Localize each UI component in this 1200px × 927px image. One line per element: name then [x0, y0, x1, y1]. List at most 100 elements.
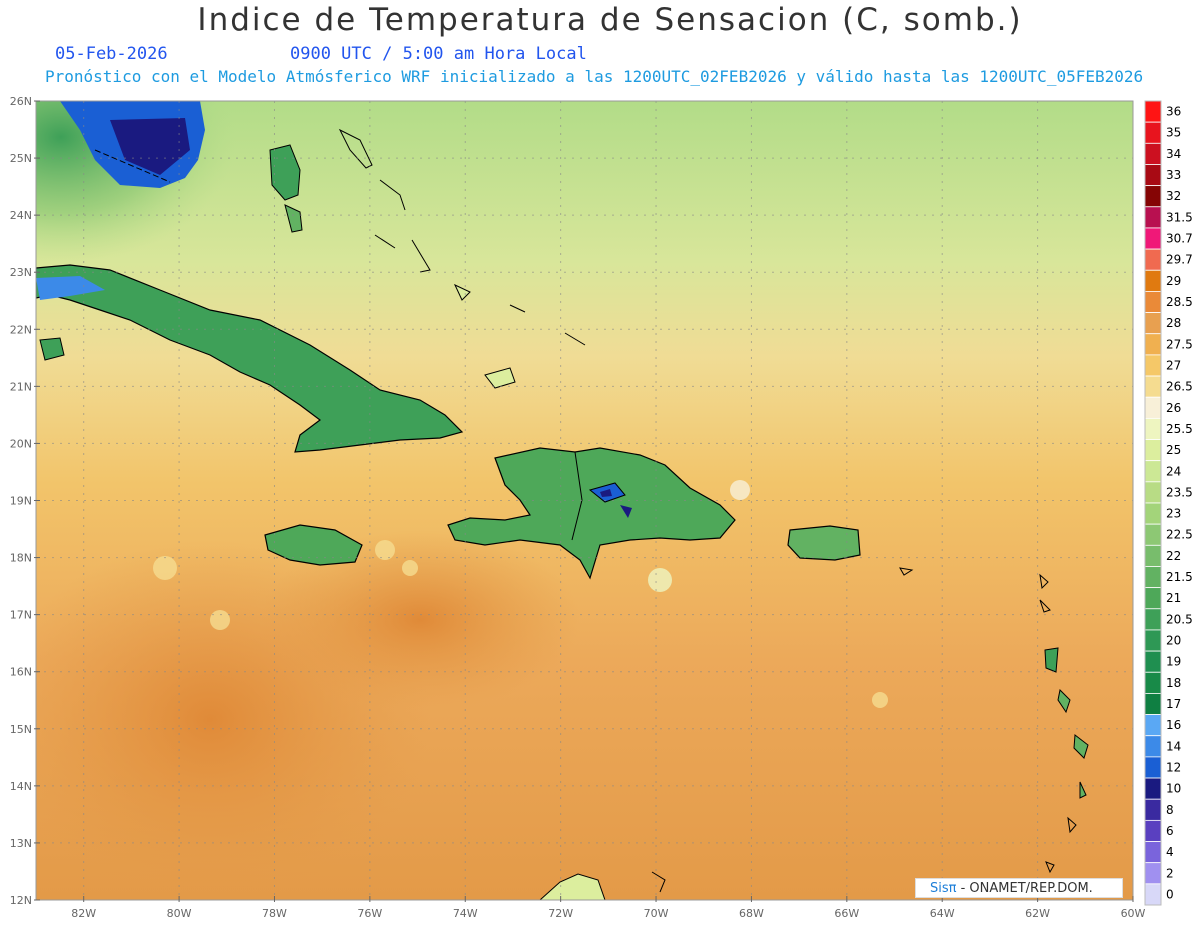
- colorbar-label: 17: [1166, 697, 1181, 711]
- colorbar-swatch: [1144, 269, 1162, 292]
- lat-label: 12N: [10, 894, 32, 907]
- colorbar-swatch: [1144, 248, 1162, 271]
- colorbar-swatch: [1144, 396, 1162, 419]
- colorbar-label: 35: [1166, 126, 1181, 140]
- lat-label: 18N: [10, 552, 32, 565]
- colorbar-swatch: [1144, 375, 1162, 398]
- colorbar-swatch: [1144, 566, 1162, 589]
- colorbar-swatch: [1144, 862, 1162, 885]
- jamaica-land: [264, 524, 363, 566]
- hispaniola-land: [447, 447, 736, 580]
- south-america-coast: [539, 873, 606, 900]
- latitude-labels: 12N 13N 14N 15N 16N 17N 18N 19N 20N 21N 22N 23N 24N 2…: [10, 95, 40, 907]
- page-title: Indice de Temperatura de Sensacion (C, s…: [197, 2, 1023, 38]
- colorbar-label: 25: [1166, 443, 1181, 457]
- colorbar-label: 27.5: [1166, 337, 1193, 351]
- colorbar-swatch: [1144, 714, 1162, 737]
- warm-zone-central: [260, 530, 580, 710]
- colorbar-swatch: [1144, 693, 1162, 715]
- colorbar-swatch: [1144, 481, 1162, 504]
- colorbar-label: 12: [1166, 760, 1181, 774]
- colorbar-label: 6: [1166, 824, 1174, 838]
- colorbar-label: 33: [1166, 168, 1181, 182]
- colorbar-label: 28.5: [1166, 295, 1193, 309]
- colorbar-label: 8: [1166, 803, 1174, 817]
- longitude-labels: 82W 80W 78W 76W 74W 72W 70W 68W 66W 64W 62W 60W: [71, 896, 1146, 920]
- colorbar-label: 22: [1166, 549, 1181, 563]
- colorbar-label: 23: [1166, 507, 1181, 521]
- colorbar-swatch: [1144, 523, 1162, 546]
- colorbar-label: 21.5: [1166, 570, 1193, 584]
- colorbar-label: 31.5: [1166, 210, 1193, 224]
- lat-label: 17N: [10, 609, 32, 622]
- puerto-rico-land: [787, 525, 861, 561]
- colorbar-label: 34: [1166, 147, 1181, 161]
- lon-label: 64W: [930, 907, 955, 920]
- colorbar-swatch: [1144, 460, 1162, 483]
- colorbar-label: 30.7: [1166, 232, 1193, 246]
- colorbar-swatch: [1144, 439, 1162, 462]
- colorbar-swatch: [1144, 819, 1162, 842]
- colorbar-swatch: [1144, 544, 1162, 567]
- lat-label: 24N: [10, 209, 32, 222]
- colorbar-label: 20: [1166, 634, 1181, 648]
- lat-label: 13N: [10, 837, 32, 850]
- colorbar-label: 0: [1166, 887, 1174, 901]
- lon-label: 66W: [834, 907, 859, 920]
- colorbar-swatch: [1144, 164, 1162, 187]
- colorbar-label: 2: [1166, 866, 1174, 880]
- lon-label: 74W: [453, 907, 478, 920]
- colorbar-label: 25.5: [1166, 422, 1193, 436]
- lon-label: 78W: [262, 907, 287, 920]
- colorbar-label: 29: [1166, 274, 1181, 288]
- colorbar-swatch: [1144, 671, 1162, 694]
- lon-label: 82W: [71, 907, 96, 920]
- lon-label: 68W: [739, 907, 764, 920]
- colorbar-label: 14: [1166, 739, 1181, 753]
- colorbar-label: 16: [1166, 718, 1181, 732]
- lat-label: 16N: [10, 666, 32, 679]
- colorbar-label: 22.5: [1166, 528, 1193, 542]
- colorbar-label: 10: [1166, 782, 1181, 796]
- colorbar-label: 27: [1166, 358, 1181, 372]
- colorbar-label: 18: [1166, 676, 1181, 690]
- graticule: [36, 101, 1133, 900]
- lat-label: 25N: [10, 152, 32, 165]
- map-area: [36, 101, 1133, 900]
- colorbar: 363534333231.530.729.72928.52827.52726.5…: [1144, 100, 1193, 906]
- colorbar-swatch: [1144, 798, 1162, 821]
- colorbar-label: 4: [1166, 845, 1174, 859]
- lon-label: 70W: [644, 907, 669, 920]
- colorbar-frame: [1144, 100, 1162, 906]
- colorbar-label: 24: [1166, 464, 1181, 478]
- colorbar-label: 26.5: [1166, 380, 1193, 394]
- colorbar-label: 20.5: [1166, 612, 1193, 626]
- lat-label: 20N: [10, 437, 32, 450]
- lat-label: 14N: [10, 780, 32, 793]
- cuba-land: [36, 264, 464, 453]
- colorbar-swatch: [1144, 841, 1162, 864]
- bahamas-andros: [269, 144, 301, 201]
- lon-label: 72W: [548, 907, 573, 920]
- colorbar-label: 29.7: [1166, 253, 1193, 267]
- credit-text: - ONAMET/REP.DOM.: [956, 881, 1093, 896]
- colorbar-swatch: [1144, 185, 1162, 208]
- colorbar-swatch: [1144, 883, 1162, 906]
- colorbar-swatch: [1144, 417, 1162, 440]
- lon-label: 60W: [1121, 907, 1146, 920]
- colorbar-label: 23.5: [1166, 485, 1193, 499]
- colorbar-swatch: [1144, 650, 1162, 673]
- sispi-logo: Sisπ: [930, 881, 957, 896]
- lat-label: 26N: [10, 95, 32, 108]
- lon-label: 76W: [357, 907, 382, 920]
- colorbar-swatch: [1144, 227, 1162, 250]
- colorbar-swatch: [1144, 312, 1162, 335]
- lon-label: 80W: [167, 907, 192, 920]
- colorbar-swatch: [1144, 142, 1162, 165]
- colorbar-label: 32: [1166, 189, 1181, 203]
- forecast-date: 05-Feb-2026: [55, 44, 168, 64]
- lon-label: 62W: [1025, 907, 1050, 920]
- lat-label: 15N: [10, 723, 32, 736]
- colorbar-swatch: [1144, 629, 1162, 652]
